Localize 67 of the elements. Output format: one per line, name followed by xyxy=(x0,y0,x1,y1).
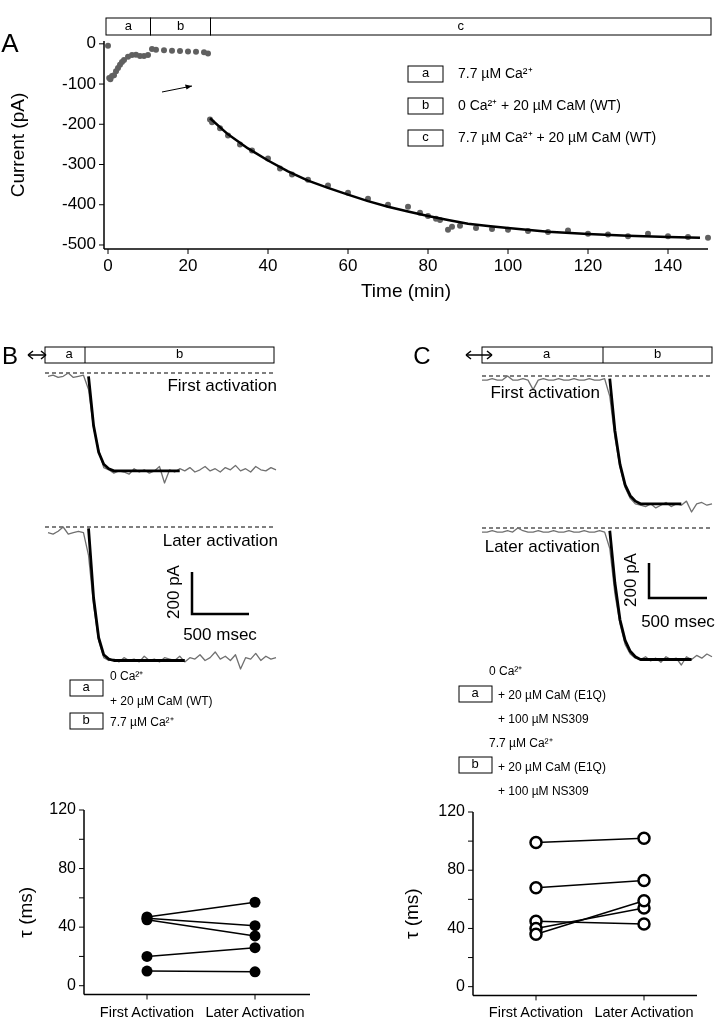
y-tick-label: -500 xyxy=(61,234,96,254)
text: a xyxy=(124,17,132,33)
x-tick-label: 0 xyxy=(103,256,113,275)
annotation: Later activation xyxy=(162,531,278,550)
text: + 20 µM CaM (E1Q) xyxy=(498,760,606,774)
text: a xyxy=(471,685,480,701)
annotation: a xyxy=(421,65,430,81)
y-tick-label: 0 xyxy=(67,975,77,993)
x-tick-label: Later Activation xyxy=(205,1003,305,1020)
annotation: 0 Ca²⁺ xyxy=(110,669,144,683)
y-tick-label: 80 xyxy=(58,858,77,876)
annotation: 500 msec xyxy=(641,612,715,631)
y-tick-label: 0 xyxy=(456,976,466,994)
text: 7.7 µM Ca²⁺ xyxy=(110,715,174,729)
text: a xyxy=(65,346,74,362)
annotation: 7.7 µM Ca²⁺ + 20 µM CaM (WT) xyxy=(458,128,657,145)
text: B xyxy=(1,342,19,369)
x-tick-label: 120 xyxy=(573,256,603,275)
text: + 20 µM CaM (WT) xyxy=(110,694,213,708)
x-tick-label: First Activation xyxy=(488,1004,584,1021)
y-tick-label: 40 xyxy=(447,918,466,936)
annotation: c xyxy=(422,129,430,145)
text: b xyxy=(82,712,90,728)
text: b xyxy=(175,346,184,362)
annotation: 7.7 µM Ca²⁺ xyxy=(458,64,533,81)
y-tick-label: -400 xyxy=(61,194,96,214)
x-tick-label: First Activation xyxy=(99,1003,195,1020)
text: a xyxy=(542,346,551,362)
annotation: First activation xyxy=(490,383,600,402)
y-tick-label: 0 xyxy=(86,33,96,53)
text: + 100 µM NS309 xyxy=(498,712,589,726)
annotation: 0 Ca²⁺ + 20 µM CaM (WT) xyxy=(458,96,621,113)
annotation: 0 Ca²⁺ xyxy=(489,664,523,678)
text: b xyxy=(471,756,479,772)
text: b xyxy=(653,346,662,362)
annotation: 200 pA xyxy=(621,552,640,607)
y-tick-label: -100 xyxy=(61,73,96,93)
x-tick-label: 20 xyxy=(178,256,198,275)
y-tick-label: 40 xyxy=(58,917,77,935)
text: C xyxy=(413,342,431,369)
text: a xyxy=(82,679,91,695)
text: b xyxy=(176,17,185,33)
annotation: b xyxy=(421,97,430,113)
x-tick-label: 40 xyxy=(258,256,278,275)
x-tick-label: 100 xyxy=(493,256,523,275)
x-axis-title: Time (min) xyxy=(360,280,452,301)
text: c xyxy=(457,17,464,33)
y-tick-label: 120 xyxy=(438,802,466,820)
text: + 100 µM NS309 xyxy=(498,784,589,798)
text: 7.7 µM Ca²⁺ xyxy=(489,736,553,750)
annotation: Later activation xyxy=(484,537,600,556)
annotation: 500 msec xyxy=(183,625,258,644)
y-tick-label: -200 xyxy=(61,113,96,133)
y-axis-title: Current (pA) xyxy=(7,92,28,198)
annotation: First activation xyxy=(167,376,277,395)
y-axis-title: τ (ms) xyxy=(401,888,422,940)
y-tick-label: 80 xyxy=(447,860,466,878)
x-tick-label: 60 xyxy=(338,256,358,275)
x-tick-label: 80 xyxy=(418,256,438,275)
y-tick-label: 120 xyxy=(49,800,77,818)
annotation: 200 pA xyxy=(164,564,183,619)
y-axis-title: τ (ms) xyxy=(15,886,36,938)
text: A xyxy=(1,28,20,58)
x-tick-label: Later Activation xyxy=(594,1004,694,1021)
x-tick-label: 140 xyxy=(653,256,683,275)
y-tick-label: -300 xyxy=(61,154,96,173)
text: + 20 µM CaM (E1Q) xyxy=(498,688,606,702)
